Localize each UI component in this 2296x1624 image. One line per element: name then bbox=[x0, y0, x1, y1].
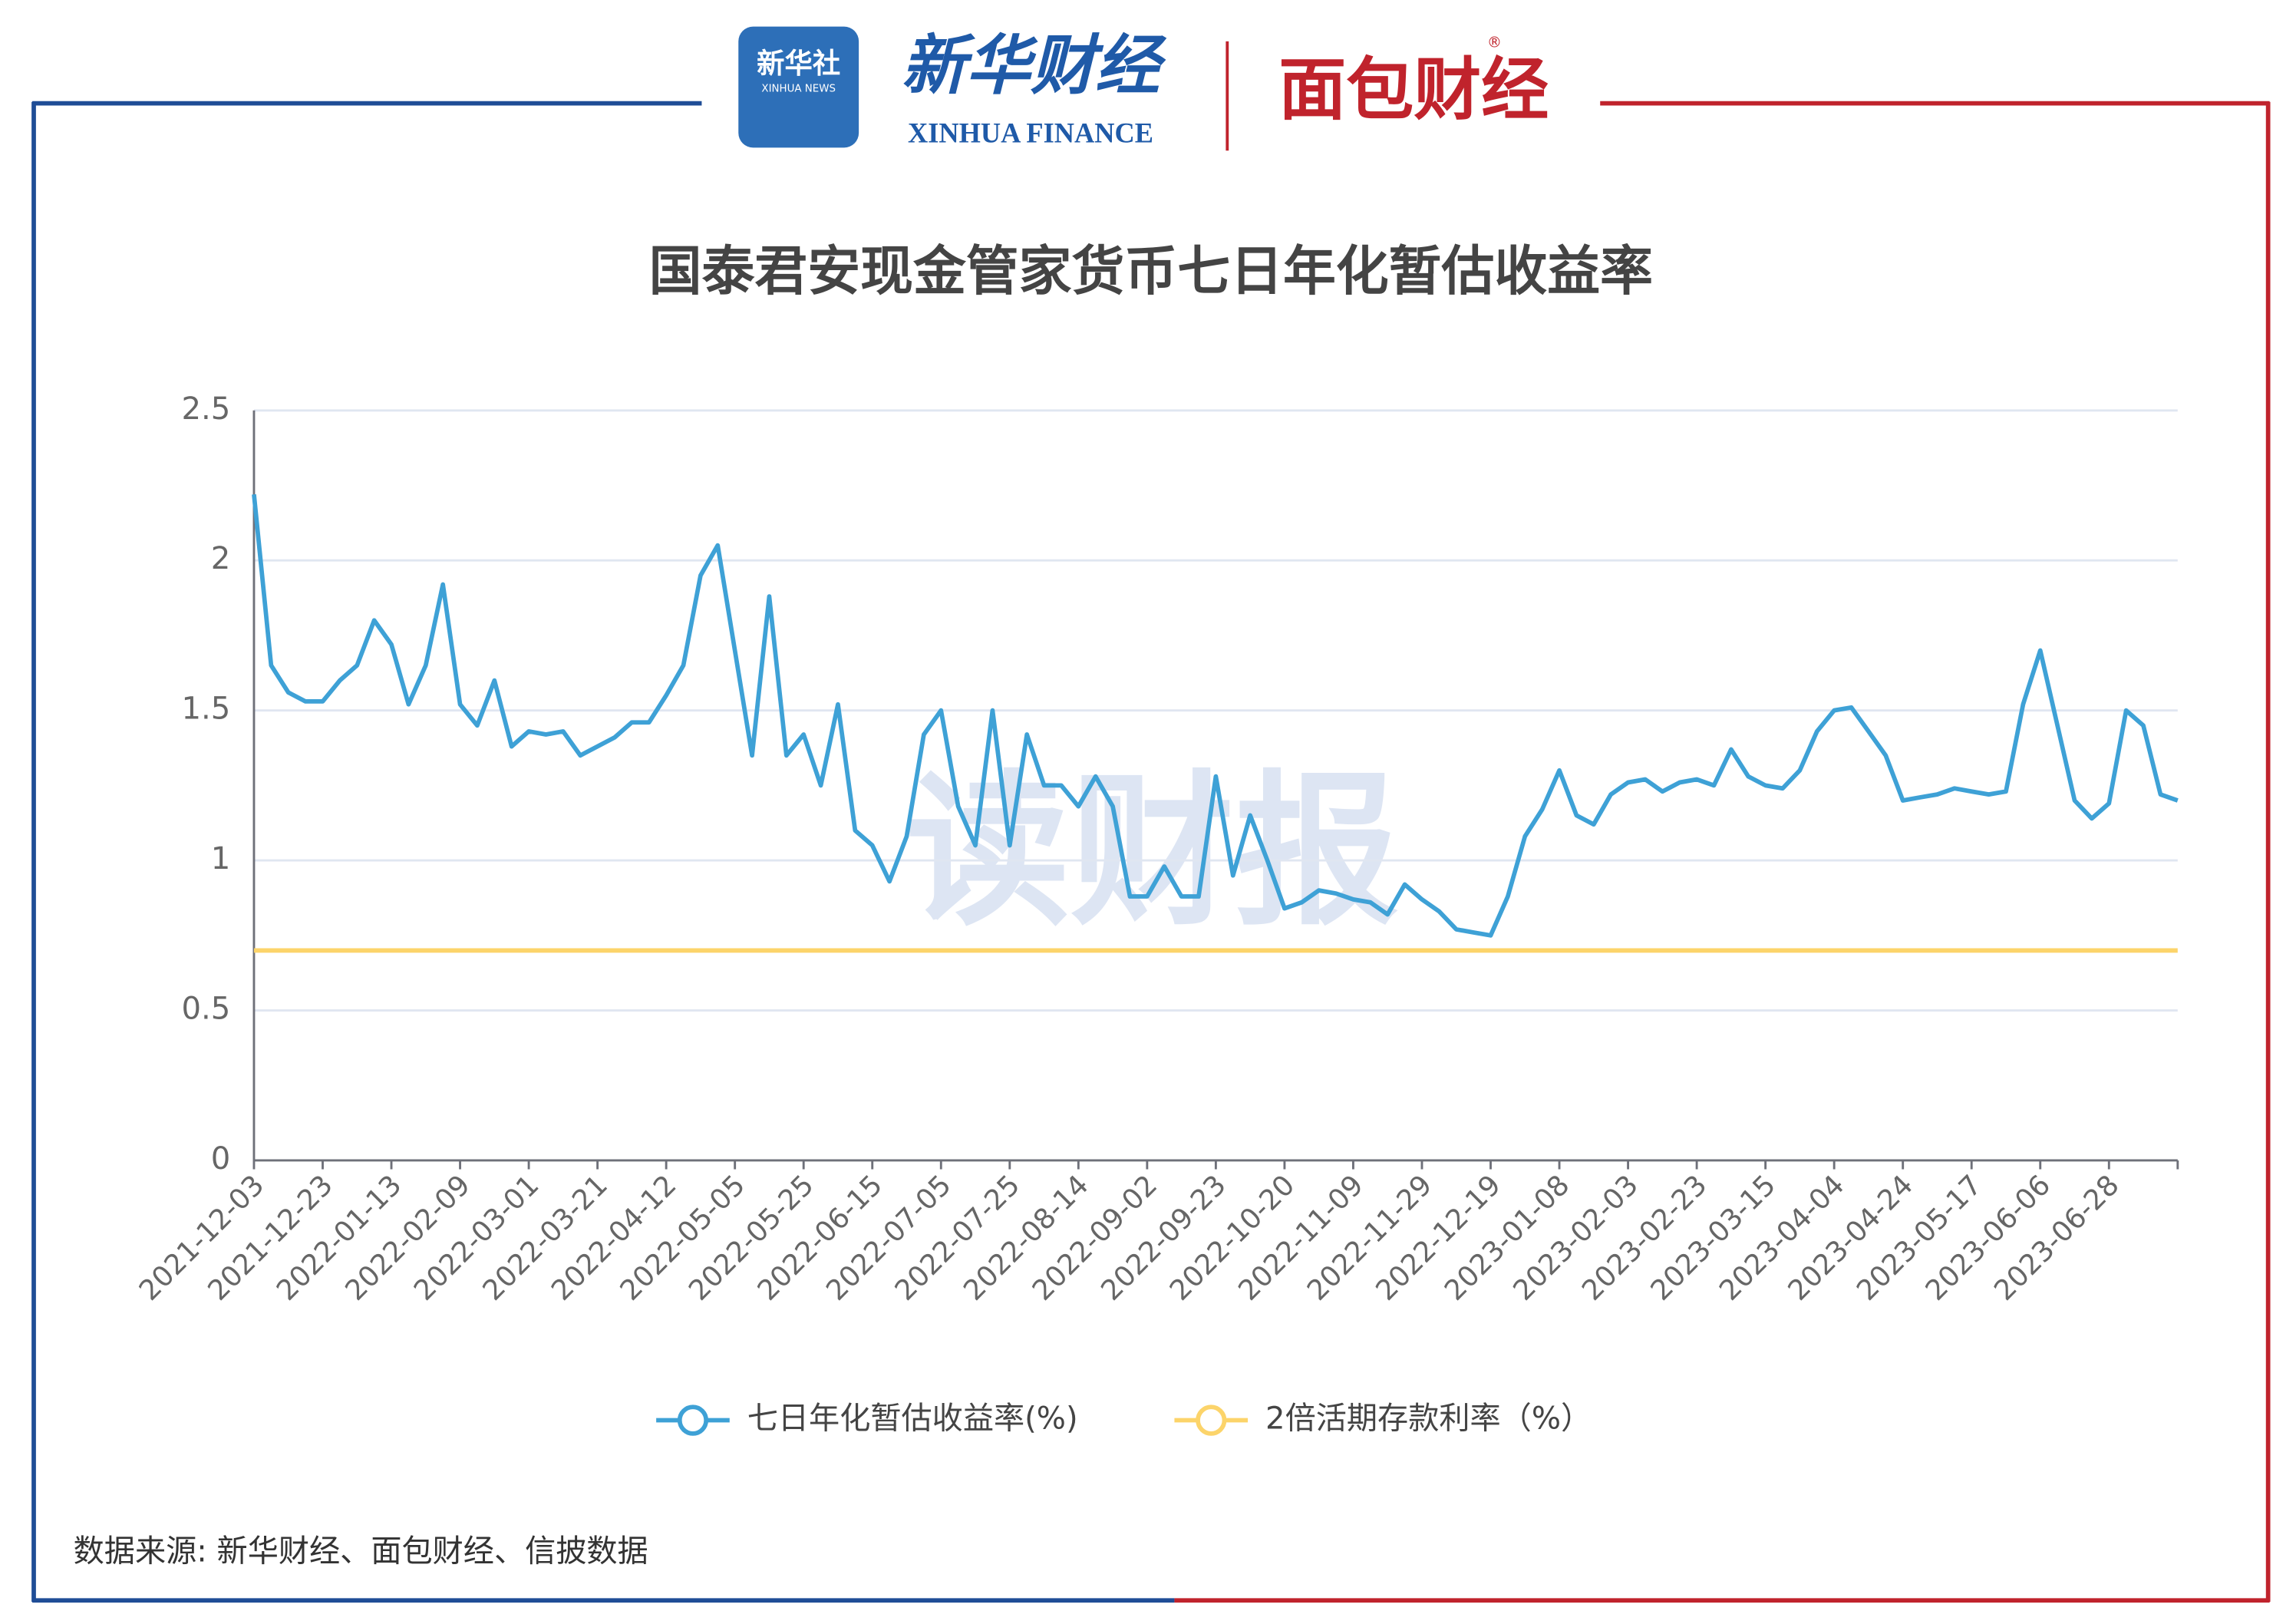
legend-label: 七日年化暂估收益率(%) bbox=[747, 1401, 1078, 1436]
brand-en: XINHUA NEWS bbox=[761, 83, 835, 94]
y-tick-label: 0 bbox=[211, 1141, 231, 1177]
source-note: 数据来源: 新华财经、面包财经、信披数据 bbox=[74, 1534, 648, 1570]
legend-label: 2倍活期存款利率（%） bbox=[1265, 1401, 1592, 1436]
registered-mark: ® bbox=[1487, 33, 1502, 51]
legend-marker bbox=[677, 1404, 709, 1436]
y-tick-label: 2 bbox=[211, 541, 231, 576]
watermark: 读财报 bbox=[906, 756, 1399, 949]
xinhua-logo bbox=[738, 26, 859, 148]
y-tick-label: 1.5 bbox=[181, 692, 230, 727]
y-tick-label: 2.5 bbox=[181, 391, 230, 427]
legend-marker bbox=[1196, 1404, 1227, 1436]
finance-cn: 新华财经 bbox=[902, 27, 1167, 103]
finance-en: XINHUA FINANCE bbox=[908, 117, 1153, 148]
partner-logo: 面包财经 bbox=[1278, 50, 1549, 129]
chart-title: 国泰君安现金管家货币七日年化暂估收益率 bbox=[649, 241, 1653, 302]
brand-cn: 新华社 bbox=[757, 47, 840, 80]
y-tick-label: 1 bbox=[211, 841, 231, 876]
y-tick-label: 0.5 bbox=[181, 991, 230, 1026]
series-line bbox=[252, 493, 2179, 938]
